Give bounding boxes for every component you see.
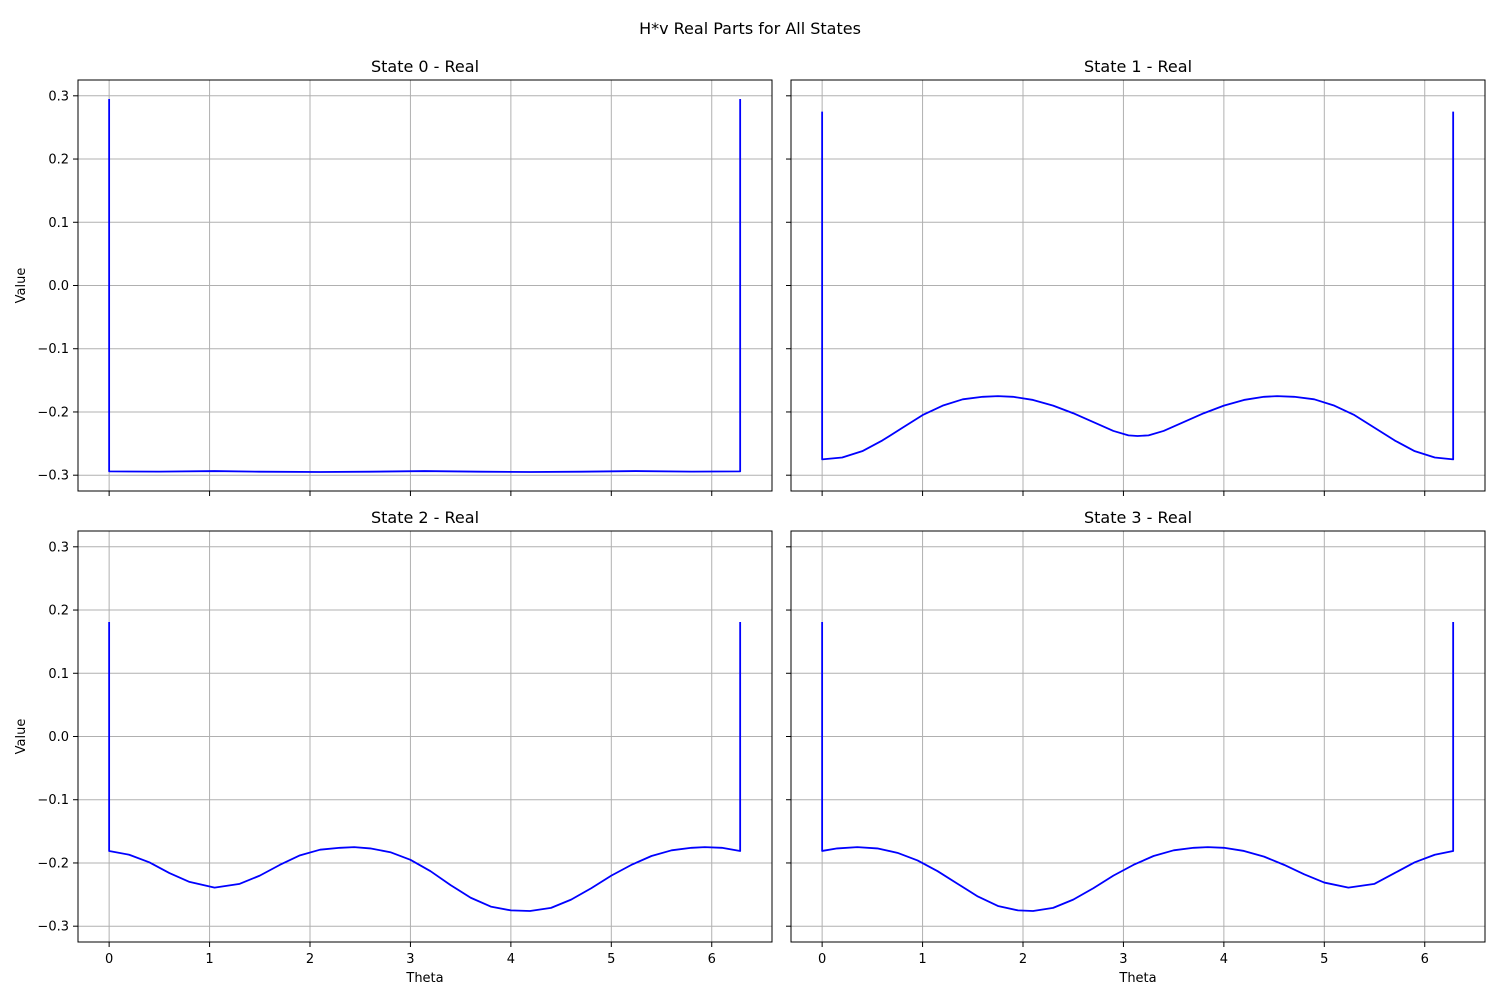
x-tick-label: 6 xyxy=(708,952,716,967)
x-tick-label: 3 xyxy=(1119,952,1127,967)
y-axis-label: Value xyxy=(14,719,29,755)
y-axis-label: Value xyxy=(14,268,29,304)
x-tick-label: 2 xyxy=(1019,952,1027,967)
y-tick-label: 0.0 xyxy=(48,279,69,294)
y-tick-label: 0.3 xyxy=(48,89,69,104)
subplot-title: State 2 - Real xyxy=(371,508,479,527)
subplot-3: 0 1 2 3 4 5 6 State 3 - Real Theta xyxy=(786,508,1486,986)
x-axis-label: Theta xyxy=(405,971,443,986)
x-tick-label: 1 xyxy=(205,952,213,967)
x-tick-label: 4 xyxy=(507,952,515,967)
x-tick-label: 5 xyxy=(607,952,615,967)
subplot-0: −0.3 −0.2 −0.1 0.0 0.1 0.2 0.3 State 0 - Real Va… xyxy=(14,57,773,496)
subplot-1: State 1 - Real xyxy=(786,57,1486,496)
x-tick-label: 1 xyxy=(918,952,926,967)
y-tick-label: 0.3 xyxy=(48,540,69,555)
y-tick-label: −0.3 xyxy=(37,920,69,935)
y-tick-label: 0.0 xyxy=(48,730,69,745)
subplot-title: State 1 - Real xyxy=(1084,57,1192,76)
subplot-title: State 3 - Real xyxy=(1084,508,1192,527)
series-line xyxy=(821,111,1455,461)
series-line xyxy=(108,98,742,473)
x-tick-label: 5 xyxy=(1320,952,1328,967)
x-tick-label: 3 xyxy=(406,952,414,967)
y-tick-label: −0.1 xyxy=(37,793,69,808)
y-tick-label: −0.3 xyxy=(37,469,69,484)
x-axis-label: Theta xyxy=(1118,971,1156,986)
y-tick-label: 0.1 xyxy=(48,667,69,682)
y-tick-label: 0.1 xyxy=(48,216,69,231)
x-tick-label: 0 xyxy=(818,952,826,967)
subplot-grid: −0.3 −0.2 −0.1 0.0 0.1 0.2 0.3 State 0 - Real Va… xyxy=(14,57,1486,986)
y-tick-label: 0.2 xyxy=(48,153,69,168)
subplot-title: State 0 - Real xyxy=(371,57,479,76)
series-line xyxy=(821,622,1455,912)
series-line xyxy=(108,622,742,912)
y-tick-label: 0.2 xyxy=(48,604,69,619)
figure-title: H*v Real Parts for All States xyxy=(639,19,861,38)
x-tick-label: 4 xyxy=(1220,952,1228,967)
x-tick-label: 6 xyxy=(1421,952,1429,967)
x-tick-label: 0 xyxy=(105,952,113,967)
subplot-2: 0 1 2 3 4 5 6 −0.3 −0.2 −0.1 0.0 0.1 0.2 0.3 State 2 -… xyxy=(14,508,773,986)
x-tick-label: 2 xyxy=(306,952,314,967)
y-tick-label: −0.2 xyxy=(37,856,69,871)
y-tick-label: −0.2 xyxy=(37,405,69,420)
y-tick-label: −0.1 xyxy=(37,342,69,357)
